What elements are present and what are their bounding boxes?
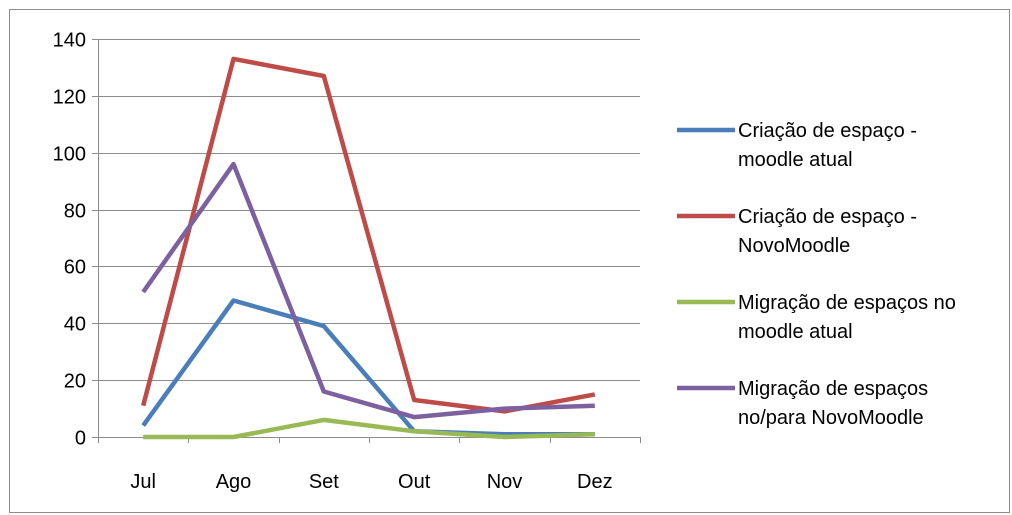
x-tick-label-out: Out <box>398 471 431 493</box>
y-tick-label: 20 <box>64 371 86 393</box>
y-tick-label: 80 <box>64 201 86 223</box>
series-line-1 <box>141 298 595 437</box>
x-tick-label-nov: Nov <box>487 471 523 493</box>
y-tick-label: 40 <box>64 314 86 336</box>
series-line-2 <box>141 56 596 414</box>
x-tick-label-jul: Jul <box>130 471 156 493</box>
legend-label-4: Migração de espaços no/para NovoMoodle <box>738 378 928 429</box>
x-tick-label-dez: Dez <box>577 471 613 493</box>
y-tick-label: 60 <box>64 257 86 279</box>
x-tick-label-ago: Ago <box>216 471 252 493</box>
legend: Criação de espaço -moodle atual Criação d… <box>677 120 956 429</box>
gridlines <box>98 39 640 381</box>
y-tick-label: 120 <box>53 87 86 109</box>
legend-label-1: Criação de espaço -moodle atual <box>738 120 917 171</box>
series-line-3 <box>143 417 595 440</box>
series-lines <box>141 56 596 440</box>
series-line-4 <box>141 161 595 420</box>
chart-frame <box>9 9 1010 513</box>
x-tick-label-set: Set <box>309 471 339 493</box>
legend-label-2: Criação de espaço -NovoMoodle <box>738 206 917 257</box>
y-tick-label: 100 <box>53 144 86 166</box>
axes: 0 20 40 60 80 100 120 140 Jul Ago Set Out Nov Dez <box>53 30 641 493</box>
y-tick-label: 140 <box>53 30 86 52</box>
y-tick-label: 0 <box>75 428 86 450</box>
legend-label-3: Migração de espaços no moodle atual <box>738 292 956 343</box>
